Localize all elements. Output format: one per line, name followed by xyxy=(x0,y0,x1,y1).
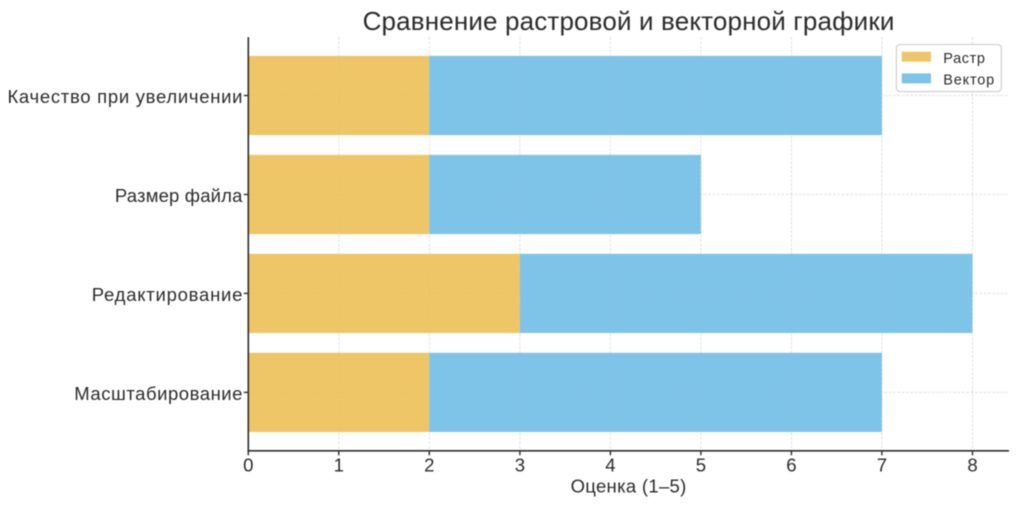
svg-text:1: 1 xyxy=(334,455,344,476)
svg-text:6: 6 xyxy=(786,455,796,476)
svg-text:Сравнение растровой и векторно: Сравнение растровой и векторной графики xyxy=(363,6,895,36)
svg-text:Оценка (1–5): Оценка (1–5) xyxy=(571,475,687,496)
svg-text:4: 4 xyxy=(605,455,615,476)
svg-text:Редактирование: Редактирование xyxy=(92,284,243,305)
svg-text:Размер файла: Размер файла xyxy=(115,185,243,206)
svg-text:7: 7 xyxy=(877,455,887,476)
svg-text:8: 8 xyxy=(967,455,977,476)
svg-text:2: 2 xyxy=(424,455,434,476)
svg-text:Вектор: Вектор xyxy=(943,73,995,89)
svg-text:Качество при увеличении: Качество при увеличении xyxy=(7,86,243,107)
svg-text:Масштабирование: Масштабирование xyxy=(74,383,243,404)
svg-text:Растр: Растр xyxy=(943,51,985,67)
svg-text:3: 3 xyxy=(515,455,525,476)
svg-text:0: 0 xyxy=(243,455,253,476)
svg-text:5: 5 xyxy=(696,455,706,476)
